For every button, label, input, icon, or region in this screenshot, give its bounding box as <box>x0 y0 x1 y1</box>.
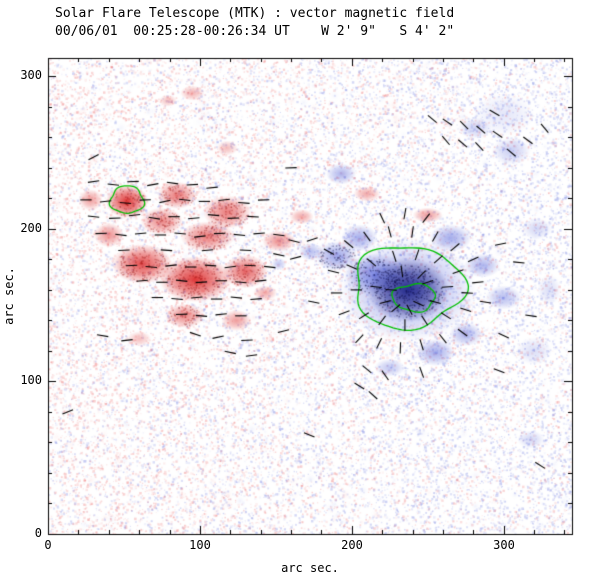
x-tick-label-200: 200 <box>341 538 363 552</box>
y-tick-label-200: 200 <box>20 221 42 235</box>
y-tick-label-300: 300 <box>20 68 42 82</box>
x-axis-label: arc sec. <box>281 561 339 575</box>
plot-title: Solar Flare Telescope (MTK) : vector mag… <box>55 6 455 21</box>
plot-subtitle: 00/06/01 00:25:28-00:26:34 UT W 2' 9" S … <box>55 24 455 39</box>
y-axis-label: arc sec. <box>2 267 16 325</box>
x-tick-label-100: 100 <box>189 538 211 552</box>
x-tick-label-0: 0 <box>44 538 52 552</box>
x-tick-label-300: 300 <box>493 538 515 552</box>
y-tick-label-100: 100 <box>20 373 42 387</box>
y-tick-label-0: 0 <box>34 526 42 540</box>
